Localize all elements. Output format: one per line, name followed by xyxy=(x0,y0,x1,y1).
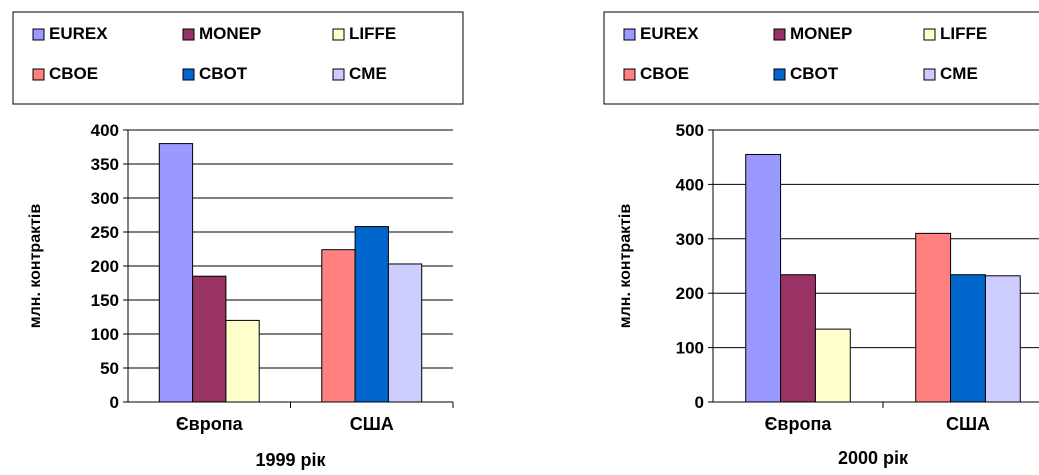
legend-box xyxy=(603,11,1039,105)
y-tick-label: 150 xyxy=(91,291,119,310)
chart-panel-2: EUREX MONEP LIFFE CBOE CBOT CME 0 100 200 300 400 5… xyxy=(603,11,1039,468)
y-tick-label: 200 xyxy=(91,257,119,276)
legend-swatch xyxy=(32,68,45,81)
legend-item: LIFFE xyxy=(923,24,987,43)
legend-label: CBOT xyxy=(790,64,839,83)
bar xyxy=(984,275,1021,403)
legend-swatch xyxy=(182,68,195,81)
legend-swatch xyxy=(623,28,636,41)
legend-swatch xyxy=(773,68,786,81)
legend-label: LIFFE xyxy=(349,24,396,43)
y-tick-label: 200 xyxy=(676,284,704,303)
legend-label: CME xyxy=(349,64,387,83)
y-tick-label: 0 xyxy=(110,393,119,412)
y-tick-label: 0 xyxy=(695,393,704,412)
y-tick-label: 400 xyxy=(676,175,704,194)
legend-item: CME xyxy=(923,64,978,83)
bar xyxy=(915,232,952,403)
bar xyxy=(354,226,389,403)
legend-label: CBOE xyxy=(49,64,98,83)
bar xyxy=(192,275,227,403)
y-tick-label: 400 xyxy=(91,121,119,140)
x-axis-label: 2000 рік xyxy=(838,448,909,468)
bar xyxy=(780,274,816,403)
legend-swatch xyxy=(182,28,195,41)
legend-swatch xyxy=(332,68,345,81)
legend-item: CBOT xyxy=(182,64,248,83)
y-axis-label: млн. контрактів xyxy=(617,204,634,329)
legend-swatch xyxy=(332,28,345,41)
x-tick-label: Європа xyxy=(765,414,833,434)
y-tick-label: 500 xyxy=(676,121,704,140)
x-tick-label: США xyxy=(350,414,394,434)
bar xyxy=(225,319,260,403)
bar xyxy=(321,249,356,403)
legend: EUREX MONEP LIFFE CBOE CBOT CME xyxy=(12,11,464,105)
legend-item: LIFFE xyxy=(332,24,396,43)
legend-item: CBOE xyxy=(32,64,98,83)
legend-swatch xyxy=(32,28,45,41)
legend-label: MONEP xyxy=(199,24,261,43)
y-tick-label: 350 xyxy=(91,155,119,174)
legend-item: CBOE xyxy=(623,64,689,83)
legend-label: EUREX xyxy=(49,24,108,43)
legend-item: EUREX xyxy=(623,24,699,43)
legend-item: CME xyxy=(332,64,387,83)
y-tick-label: 50 xyxy=(100,359,119,378)
legend: EUREX MONEP LIFFE CBOE CBOT CME xyxy=(603,11,1039,105)
bar xyxy=(950,274,986,403)
legend-swatch xyxy=(773,28,786,41)
legend-swatch xyxy=(623,68,636,81)
chart-panel-1: EUREX MONEP LIFFE CBOE CBOT CME 0 50 100 150 200 25… xyxy=(12,11,464,470)
legend-swatch xyxy=(923,28,936,41)
legend-item: MONEP xyxy=(182,24,261,43)
legend-label: CBOT xyxy=(199,64,248,83)
x-axis-label: 1999 рік xyxy=(255,450,326,470)
y-tick-label: 300 xyxy=(676,230,704,249)
legend-label: CME xyxy=(940,64,978,83)
x-tick-label: США xyxy=(946,414,990,434)
legend-label: LIFFE xyxy=(940,24,987,43)
bar xyxy=(745,153,782,403)
bar xyxy=(387,263,423,403)
y-tick-label: 250 xyxy=(91,223,119,242)
legend-item: MONEP xyxy=(773,24,852,43)
x-tick-label: Європа xyxy=(176,414,244,434)
bar xyxy=(814,328,851,403)
y-tick-label: 300 xyxy=(91,189,119,208)
legend-label: CBOE xyxy=(640,64,689,83)
bar xyxy=(158,143,194,403)
y-tick-label: 100 xyxy=(676,339,704,358)
legend-item: CBOT xyxy=(773,64,839,83)
legend-item: EUREX xyxy=(32,24,108,43)
legend-label: MONEP xyxy=(790,24,852,43)
y-tick-label: 100 xyxy=(91,325,119,344)
legend-swatch xyxy=(923,68,936,81)
y-axis-label: млн. контрактів xyxy=(27,204,44,329)
legend-label: EUREX xyxy=(640,24,699,43)
legend-box xyxy=(12,11,464,105)
